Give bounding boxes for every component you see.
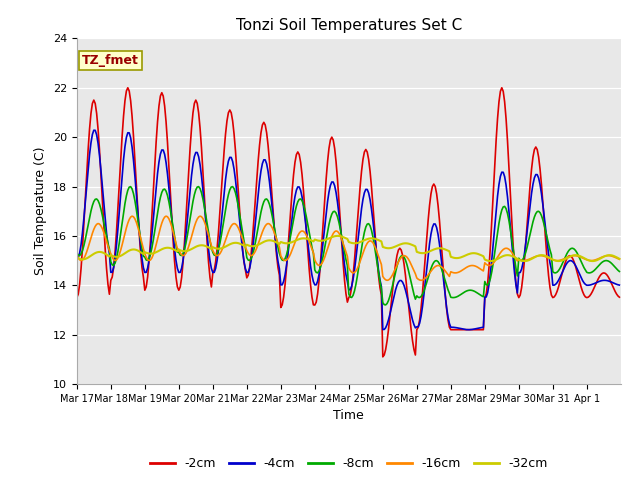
Title: Tonzi Soil Temperatures Set C: Tonzi Soil Temperatures Set C bbox=[236, 18, 462, 33]
Y-axis label: Soil Temperature (C): Soil Temperature (C) bbox=[35, 147, 47, 276]
Legend: -2cm, -4cm, -8cm, -16cm, -32cm: -2cm, -4cm, -8cm, -16cm, -32cm bbox=[145, 453, 553, 476]
X-axis label: Time: Time bbox=[333, 409, 364, 422]
Text: TZ_fmet: TZ_fmet bbox=[82, 54, 139, 67]
